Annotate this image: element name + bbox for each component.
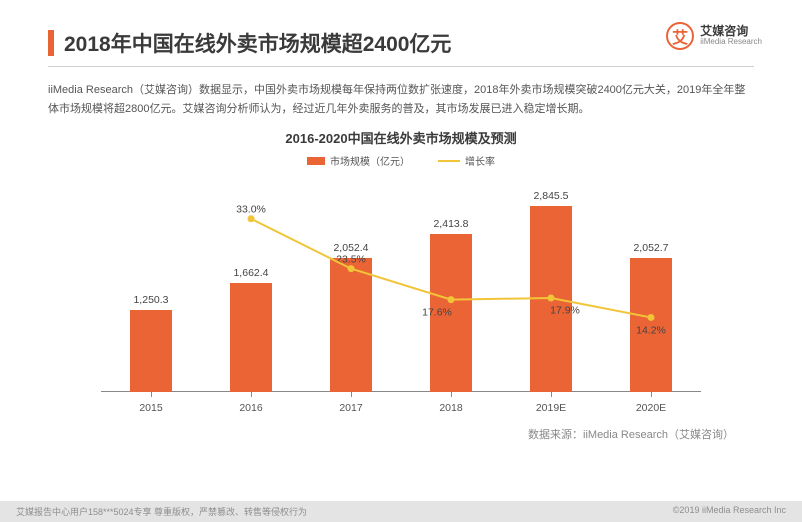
x-axis-label: 2019E <box>536 402 566 414</box>
logo-icon: 艾 <box>666 22 694 50</box>
growth-line <box>101 182 701 392</box>
x-axis-label: 2015 <box>139 402 162 414</box>
x-axis-label: 2017 <box>339 402 362 414</box>
divider <box>48 66 754 67</box>
legend-bar: 市场规模（亿元） <box>307 153 410 168</box>
footer-right: ©2019 iiMedia Research Inc <box>673 505 786 518</box>
axis-tick <box>251 392 252 397</box>
legend-bar-label: 市场规模（亿元） <box>330 153 410 168</box>
page-title: 2018年中国在线外卖市场规模超2400亿元 <box>64 28 451 58</box>
chart-title: 2016-2020中国在线外卖市场规模及预测 <box>48 128 754 147</box>
slide: 2018年中国在线外卖市场规模超2400亿元 艾 艾媒咨询 iiMedia Re… <box>0 0 802 522</box>
legend-swatch-line-icon <box>438 160 460 162</box>
title-row: 2018年中国在线外卖市场规模超2400亿元 <box>48 28 754 58</box>
x-axis-label: 2020E <box>636 402 666 414</box>
axis-tick <box>451 392 452 397</box>
logo-text: 艾媒咨询 iiMedia Research <box>700 25 762 47</box>
x-axis-label: 2016 <box>239 402 262 414</box>
brand-logo: 艾 艾媒咨询 iiMedia Research <box>666 22 762 50</box>
axis-tick <box>551 392 552 397</box>
axis-tick <box>651 392 652 397</box>
chart-area: 1,250.320151,662.420162,052.420172,413.8… <box>81 172 721 422</box>
footer: 艾媒报告中心用户158***5024专享 尊重版权，严禁篡改、转售等侵权行为 ©… <box>0 501 802 522</box>
title-accent-bar <box>48 30 54 56</box>
legend-swatch-bar-icon <box>307 157 325 165</box>
footer-left: 艾媒报告中心用户158***5024专享 尊重版权，严禁篡改、转售等侵权行为 <box>16 505 307 518</box>
logo-en: iiMedia Research <box>700 38 762 47</box>
x-axis-label: 2018 <box>439 402 462 414</box>
description-text: iiMedia Research（艾媒咨询）数据显示，中国外卖市场规模每年保持两… <box>48 81 754 118</box>
chart-legend: 市场规模（亿元） 增长率 <box>48 153 754 168</box>
chart-plot: 1,250.320151,662.420162,052.420172,413.8… <box>101 182 701 392</box>
legend-line: 增长率 <box>438 153 495 168</box>
axis-tick <box>351 392 352 397</box>
axis-tick <box>151 392 152 397</box>
legend-line-label: 增长率 <box>465 153 495 168</box>
data-source: 数据来源：iiMedia Research（艾媒咨询） <box>48 426 754 442</box>
